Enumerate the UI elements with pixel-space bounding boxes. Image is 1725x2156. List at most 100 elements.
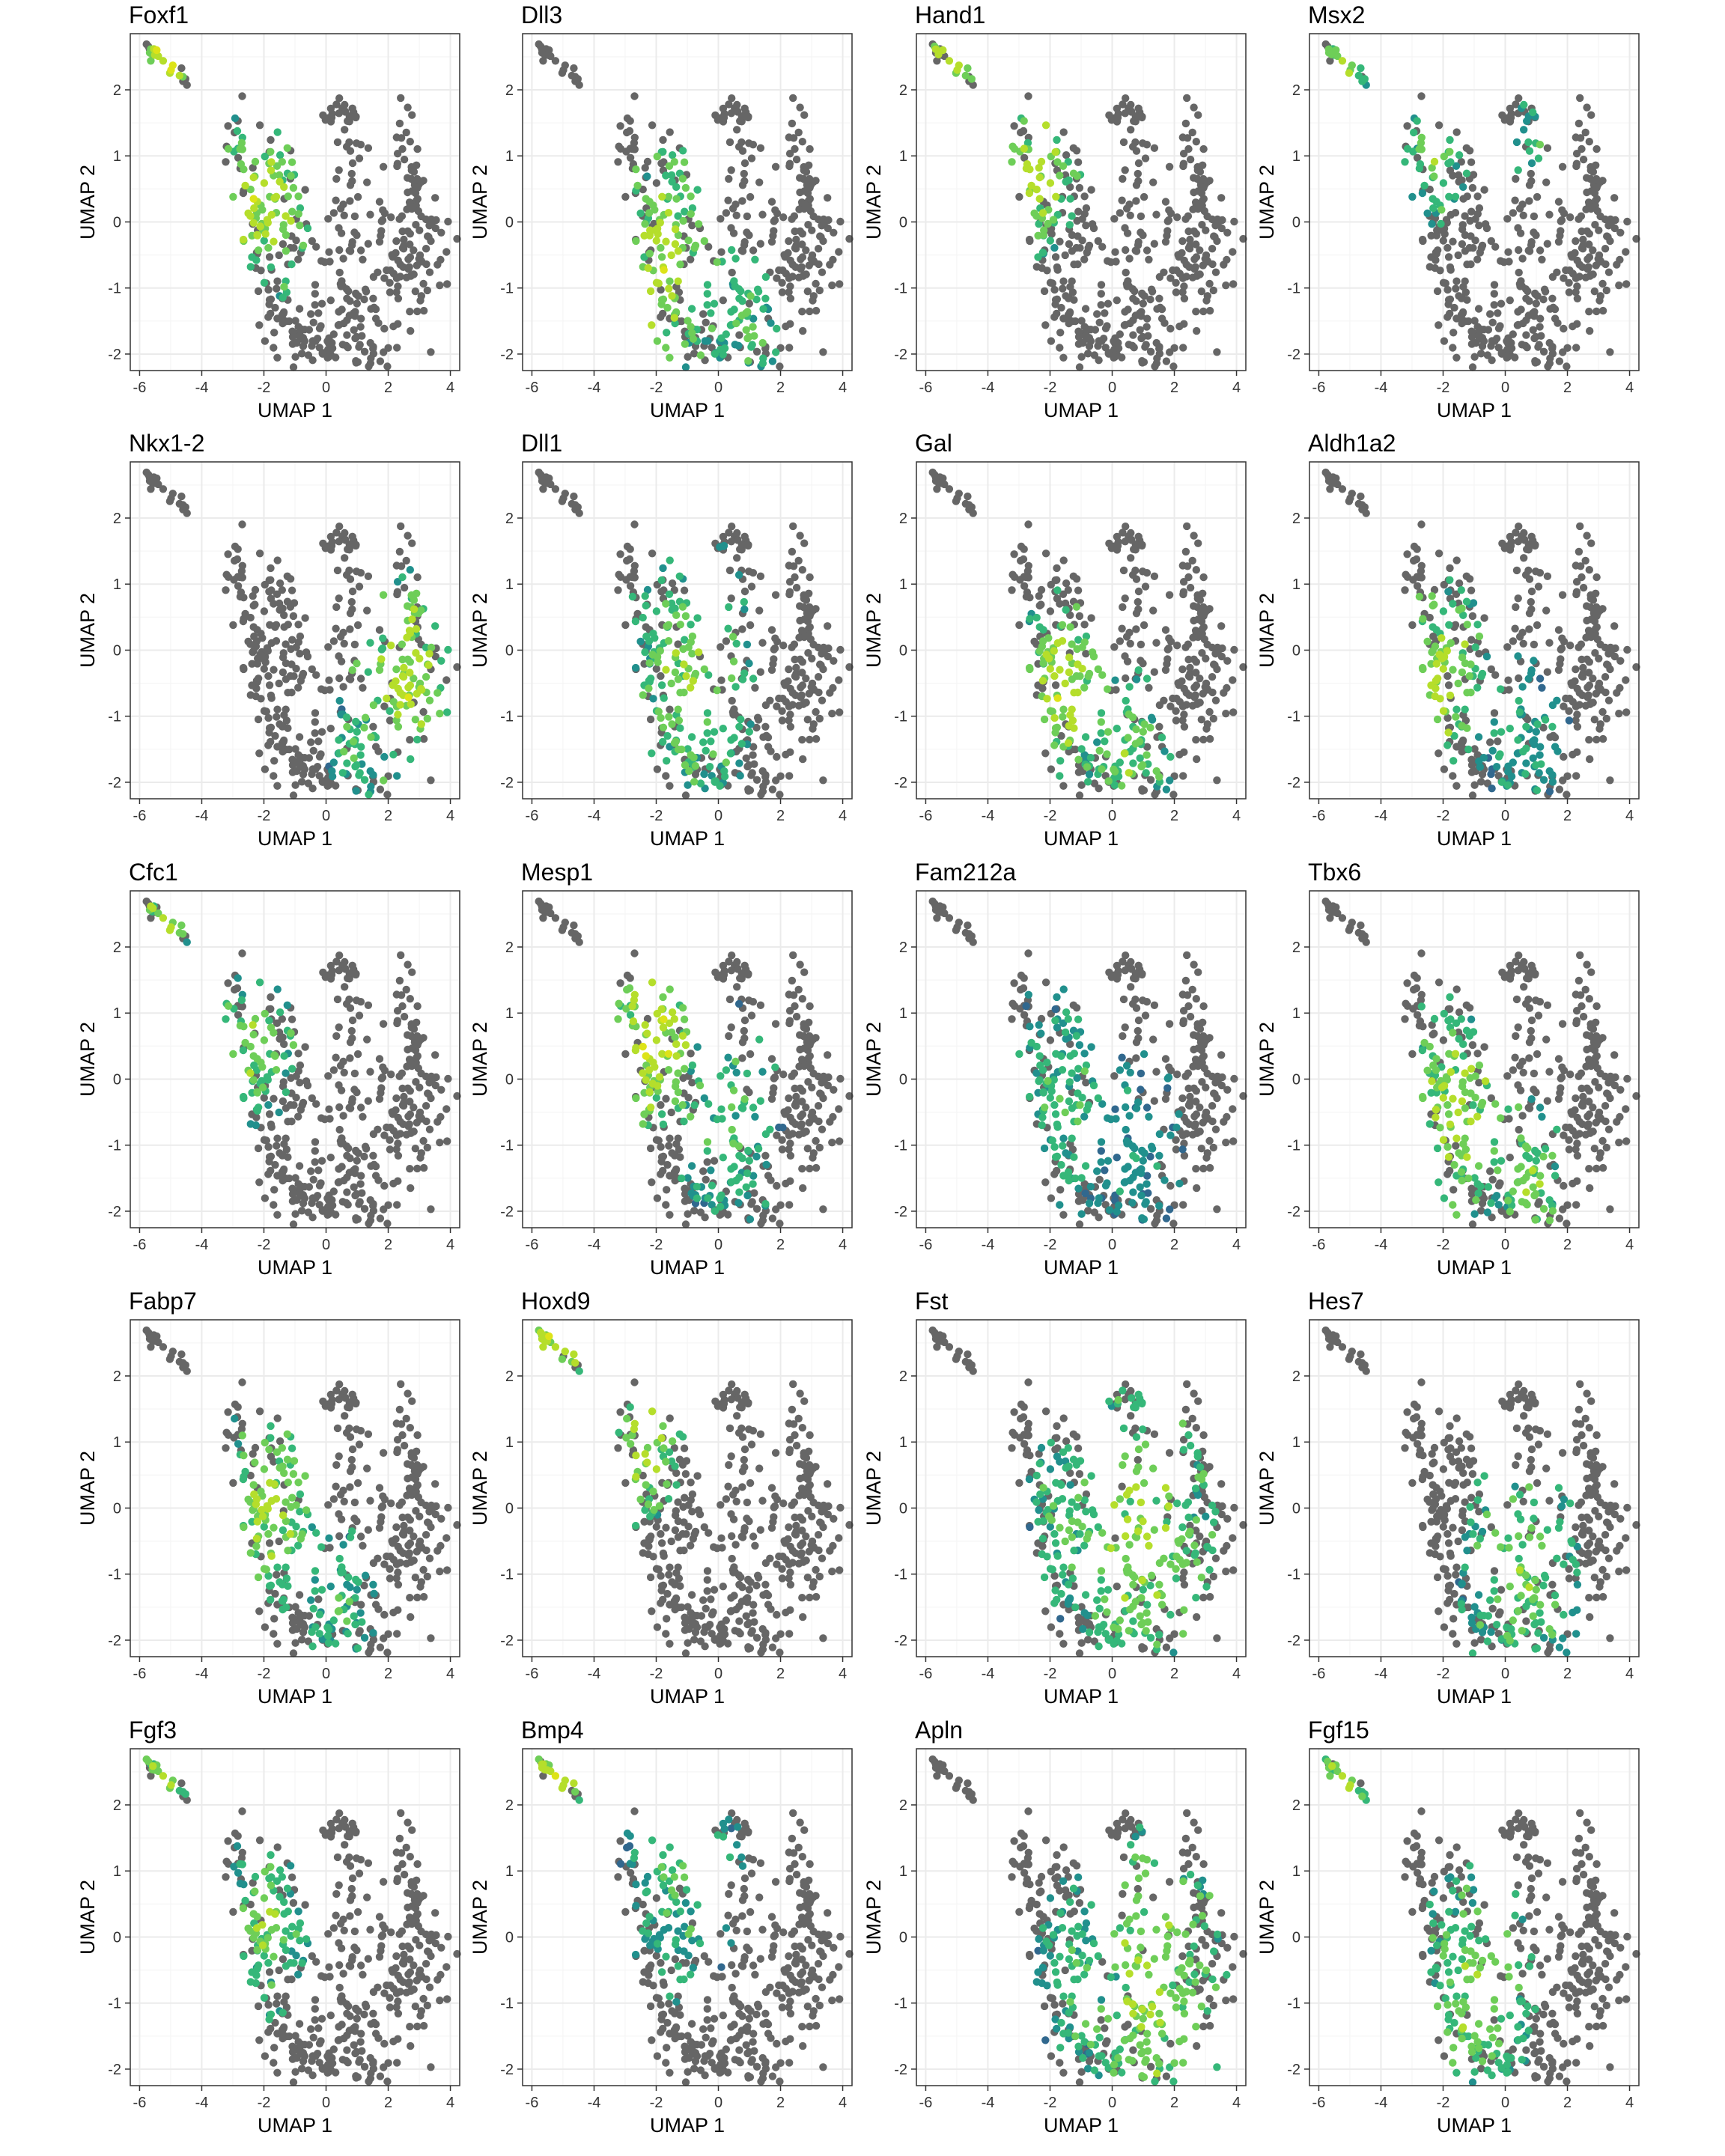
cell-point — [229, 192, 237, 201]
y-tick-label: 1 — [113, 148, 121, 165]
cell-point — [1494, 737, 1502, 746]
cell-point — [1583, 683, 1592, 692]
cell-point — [177, 921, 186, 930]
cell-point — [1125, 341, 1134, 349]
cell-point — [1503, 353, 1512, 361]
cell-point — [1583, 602, 1591, 610]
cell-point — [427, 776, 435, 785]
cell-point — [255, 321, 264, 329]
cell-point — [1544, 362, 1552, 371]
cell-point — [365, 362, 373, 371]
cell-point — [752, 723, 761, 732]
cell-point — [687, 683, 695, 692]
cell-point — [1149, 178, 1157, 186]
cell-point — [625, 127, 634, 135]
cell-point — [737, 740, 746, 748]
cell-point — [1536, 751, 1544, 759]
cell-point — [674, 277, 682, 285]
cell-point — [183, 938, 191, 946]
cell-point — [404, 1122, 413, 1130]
cell-point — [727, 538, 735, 546]
cell-point — [1150, 240, 1159, 248]
cell-point — [1104, 777, 1113, 785]
cell-point — [350, 1183, 358, 1192]
cell-point — [675, 288, 684, 296]
cell-point — [335, 736, 343, 744]
cell-point — [1230, 645, 1238, 654]
cell-point — [224, 1002, 233, 1011]
cell-point — [558, 497, 567, 505]
cell-point — [1074, 660, 1082, 669]
y-axis-title: UMAP 2 — [1256, 165, 1278, 240]
cell-point — [743, 334, 752, 343]
cell-point — [1462, 144, 1471, 152]
cell-point — [273, 713, 281, 721]
cell-point — [1467, 158, 1476, 166]
cell-point — [558, 926, 567, 934]
cell-point — [343, 722, 351, 731]
cell-point — [397, 991, 406, 999]
cell-point — [1202, 226, 1210, 234]
cell-point — [264, 1170, 273, 1178]
cell-point — [273, 782, 282, 791]
cell-point — [1482, 224, 1491, 233]
cell-point — [1444, 296, 1453, 304]
cell-point — [796, 602, 804, 610]
y-tick-label: -1 — [1287, 709, 1300, 725]
cell-point — [410, 246, 418, 255]
cell-point — [335, 1125, 344, 1134]
cell-point — [1098, 765, 1106, 773]
cell-point — [724, 1211, 732, 1219]
cell-point — [1527, 666, 1536, 674]
cell-point — [237, 138, 246, 147]
cell-point — [153, 46, 161, 55]
cell-point — [261, 337, 270, 345]
cell-point — [413, 735, 422, 744]
cell-point — [147, 57, 155, 65]
cell-point — [414, 1064, 422, 1073]
cell-point — [797, 255, 805, 264]
cell-point — [1163, 231, 1171, 240]
x-tick-label: -6 — [133, 808, 147, 824]
cell-point — [273, 162, 282, 170]
cell-point — [1150, 668, 1159, 676]
cell-point — [246, 212, 255, 220]
cell-point — [1488, 318, 1497, 326]
cell-point — [404, 1112, 413, 1121]
cell-point — [332, 782, 340, 790]
cell-point — [264, 313, 273, 321]
cell-point — [404, 602, 412, 610]
cell-point — [759, 1211, 767, 1219]
cell-point — [1607, 648, 1615, 656]
cell-point — [1534, 582, 1543, 591]
cell-point — [676, 621, 684, 629]
cell-point — [348, 666, 356, 674]
cell-point — [1137, 228, 1145, 237]
cell-point — [371, 1172, 380, 1180]
cell-point — [406, 658, 414, 666]
x-tick-label: 4 — [1625, 380, 1634, 396]
cell-point — [657, 159, 666, 168]
cell-point — [1134, 605, 1143, 614]
cell-point — [266, 621, 274, 629]
cell-point — [1462, 572, 1471, 580]
cell-point — [1446, 158, 1455, 166]
y-tick-label: -2 — [108, 775, 121, 791]
cell-point — [806, 307, 814, 316]
cell-point — [436, 1139, 444, 1147]
cell-point — [835, 676, 843, 684]
cell-point — [361, 285, 370, 293]
cell-point — [725, 529, 733, 537]
cell-point — [664, 192, 673, 201]
cell-point — [1217, 194, 1226, 202]
cell-point — [1572, 344, 1581, 352]
cell-point — [355, 1011, 364, 1020]
cell-point — [165, 497, 174, 505]
cell-point — [1059, 713, 1067, 721]
cell-point — [1563, 772, 1572, 781]
cell-point — [1606, 348, 1614, 356]
cell-point — [776, 362, 784, 371]
cell-point — [267, 158, 276, 166]
cell-point — [744, 357, 752, 365]
